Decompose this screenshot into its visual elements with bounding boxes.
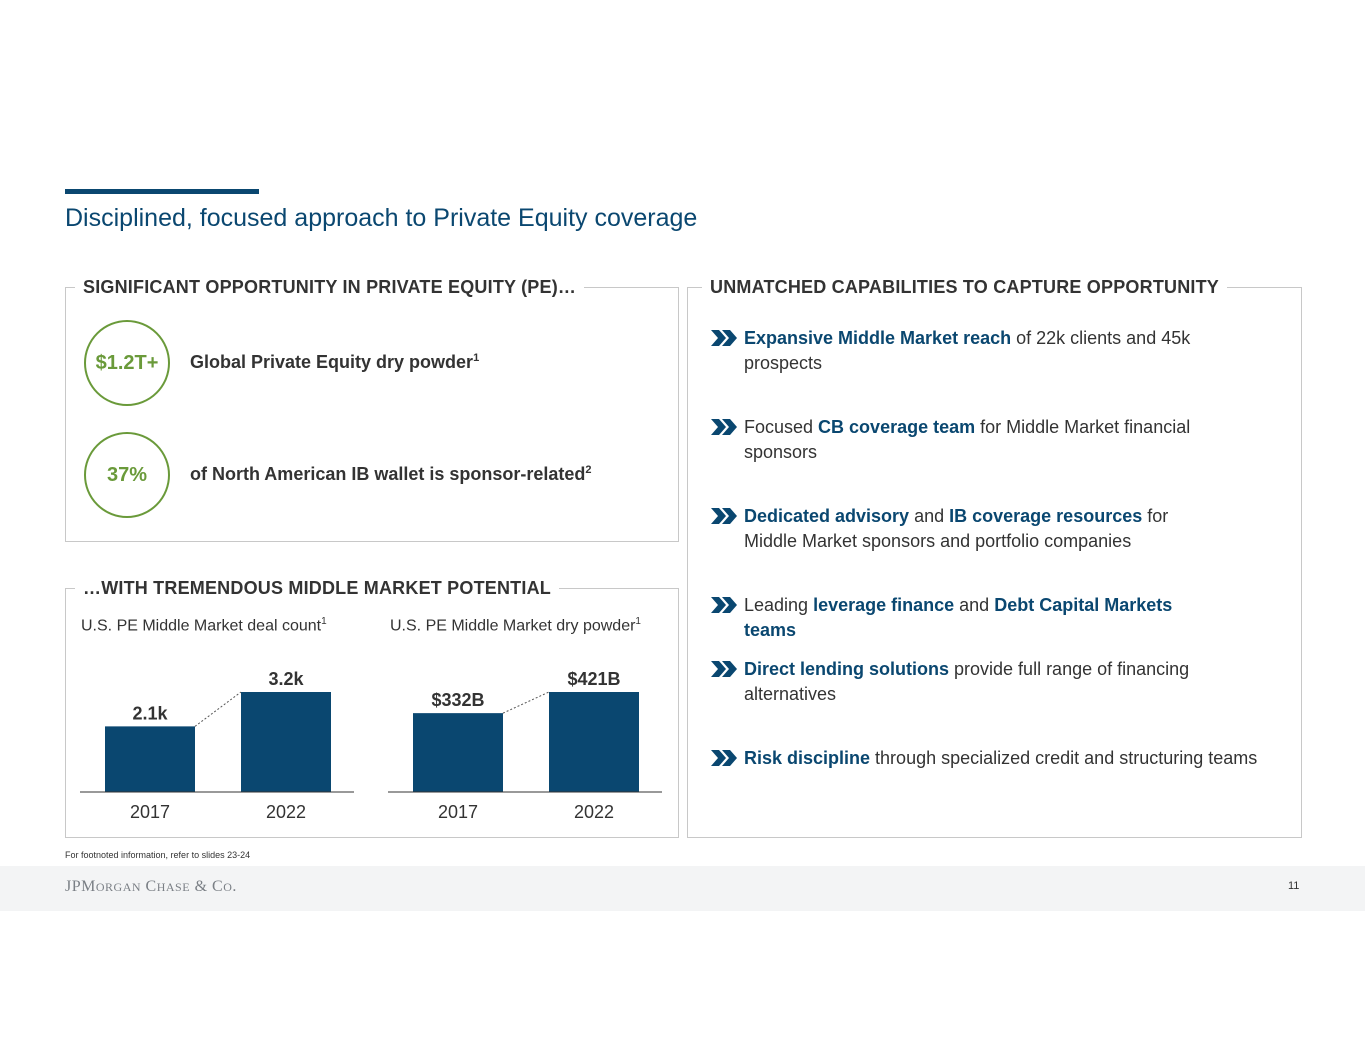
stat-text-ib-wallet: of North American IB wallet is sponsor-r… xyxy=(190,464,592,485)
capability-bullet: Dedicated advisory and IB coverage resou… xyxy=(710,504,1295,554)
bar-2017 xyxy=(105,726,195,792)
stat-value: 37% xyxy=(106,463,148,486)
highlight-text: Dedicated advisory xyxy=(744,506,910,526)
capability-bullet: Focused CB coverage team for Middle Mark… xyxy=(710,415,1295,465)
growth-connector xyxy=(194,691,242,727)
body-text: through specialized credit and structuri… xyxy=(870,748,1258,768)
capability-bullet: Direct lending solutions provide full ra… xyxy=(710,657,1295,707)
highlight-text: IB coverage resources xyxy=(949,506,1143,526)
double-chevron-right-icon xyxy=(711,330,737,346)
value-label: $421B xyxy=(567,669,620,689)
body-text: provide full range of financing alternat… xyxy=(744,659,1190,704)
double-chevron-right-icon xyxy=(711,661,737,677)
bullet-text: Risk discipline through specialized cred… xyxy=(744,746,1257,771)
highlight-text: Direct lending solutions xyxy=(744,659,950,679)
page-title: Disciplined, focused approach to Private… xyxy=(65,204,698,232)
capabilities-heading: UNMATCHED CAPABILITIES TO CAPTURE OPPORT… xyxy=(702,277,1228,298)
highlight-text: Expansive Middle Market reach xyxy=(744,328,1012,348)
bullet-text: Direct lending solutions provide full ra… xyxy=(744,657,1194,707)
footnote-text: For footnoted information, refer to slid… xyxy=(65,850,251,860)
bar-2022 xyxy=(549,692,639,792)
company-logo: JPMORGAN CHASE & CO. xyxy=(65,878,237,895)
footer-band xyxy=(0,866,1365,911)
body-text: for Middle Market financial sponsors xyxy=(744,417,1191,462)
stat-circle-ib-wallet: 37% xyxy=(84,432,170,518)
highlight-text: Debt Capital Markets teams xyxy=(744,595,1173,640)
stat-text-dry-powder: Global Private Equity dry powder1 xyxy=(190,352,479,373)
stat-value: $1.2T+ xyxy=(95,351,159,374)
chart-title-text: U.S. PE Middle Market dry powder xyxy=(390,617,636,635)
dry-powder-chart: $332B 2017 $421B 2022 xyxy=(388,669,662,822)
category-label: 2017 xyxy=(438,802,478,822)
footnote-marker: 2 xyxy=(585,464,592,476)
category-label: 2017 xyxy=(130,802,170,822)
page-number: 11 xyxy=(1288,880,1300,892)
footnote-marker: 1 xyxy=(635,616,641,627)
capability-bullet: Risk discipline through specialized cred… xyxy=(710,746,1295,771)
double-chevron-right-icon xyxy=(711,750,737,766)
stat-text-label: Global Private Equity dry powder xyxy=(190,352,474,372)
bar-2017 xyxy=(413,713,503,792)
bullet-text: Leading leverage finance and Debt Capita… xyxy=(744,593,1194,643)
footnote-marker: 1 xyxy=(321,616,327,627)
growth-connector xyxy=(502,691,550,714)
body-text: Leading xyxy=(744,595,814,615)
capability-bullet: Leading leverage finance and Debt Capita… xyxy=(710,593,1295,643)
footnote-marker: 1 xyxy=(473,352,480,364)
body-text: and xyxy=(954,595,995,615)
highlight-text: Risk discipline xyxy=(744,748,871,768)
bar-2022 xyxy=(241,692,331,792)
opportunity-panel: SIGNIFICANT OPPORTUNITY IN PRIVATE EQUIT… xyxy=(65,277,679,542)
body-text: of 22k clients and 45k prospects xyxy=(744,328,1191,373)
value-label: 3.2k xyxy=(268,669,304,689)
category-label: 2022 xyxy=(266,802,306,822)
middle-market-panel: …WITH TREMENDOUS MIDDLE MARKET POTENTIAL xyxy=(65,578,679,838)
bullet-text: Focused CB coverage team for Middle Mark… xyxy=(744,415,1194,465)
bullet-text: Expansive Middle Market reach of 22k cli… xyxy=(744,326,1194,376)
stat-text-label: of North American IB wallet is sponsor-r… xyxy=(190,464,586,484)
category-label: 2022 xyxy=(574,802,614,822)
value-label: 2.1k xyxy=(132,703,168,723)
opportunity-heading: SIGNIFICANT OPPORTUNITY IN PRIVATE EQUIT… xyxy=(75,277,585,298)
bullet-text: Dedicated advisory and IB coverage resou… xyxy=(744,504,1194,554)
double-chevron-right-icon xyxy=(711,419,737,435)
chart-title-text: U.S. PE Middle Market deal count xyxy=(81,617,322,635)
chart-title-deal-count: U.S. PE Middle Market deal count1 xyxy=(81,616,327,635)
capabilities-panel: UNMATCHED CAPABILITIES TO CAPTURE OPPORT… xyxy=(687,277,1302,838)
body-text: Focused xyxy=(744,417,819,437)
double-chevron-right-icon xyxy=(711,597,737,613)
highlight-text: CB coverage team xyxy=(818,417,976,437)
stat-circle-dry-powder: $1.2T+ xyxy=(84,320,170,406)
title-accent-bar xyxy=(65,189,259,194)
body-text: and xyxy=(909,506,950,526)
value-label: $332B xyxy=(431,690,484,710)
deal-count-chart: 2.1k 2017 3.2k 2022 xyxy=(80,669,354,822)
chart-title-dry-powder: U.S. PE Middle Market dry powder1 xyxy=(390,616,641,635)
capability-bullet: Expansive Middle Market reach of 22k cli… xyxy=(710,326,1295,376)
highlight-text: leverage finance xyxy=(813,595,955,615)
double-chevron-right-icon xyxy=(711,508,737,524)
body-text: for Middle Market sponsors and portfolio… xyxy=(744,506,1169,551)
middle-market-heading: …WITH TREMENDOUS MIDDLE MARKET POTENTIAL xyxy=(75,578,559,599)
